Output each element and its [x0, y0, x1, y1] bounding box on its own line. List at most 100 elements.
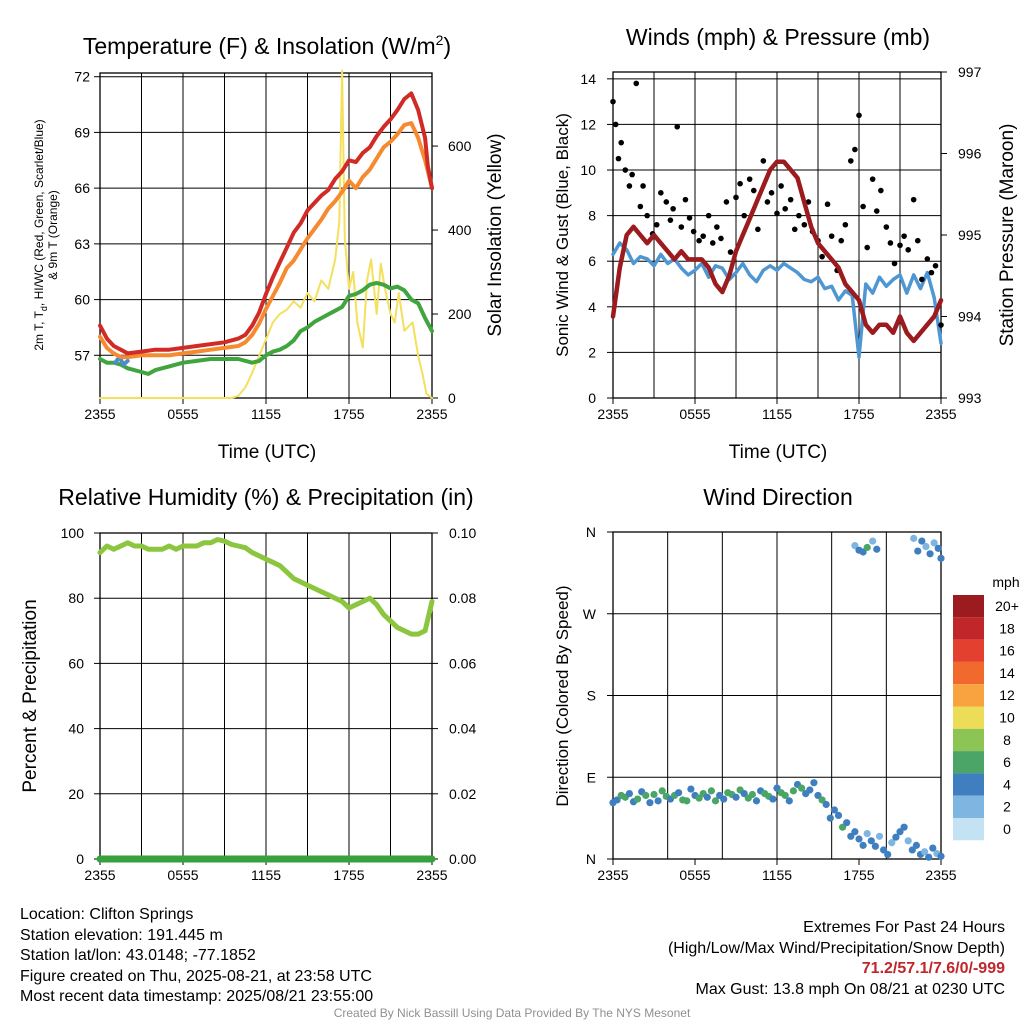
- colorbar-swatch: [953, 684, 984, 707]
- humidity-ytick-label: 0: [76, 851, 84, 867]
- gust-point: [805, 199, 812, 205]
- temperature-y2tick-label: 400: [448, 222, 472, 238]
- gust-point: [690, 228, 697, 235]
- temperature-y2label: Solar Insolation (Yellow): [485, 133, 506, 336]
- direction-xtick-label: 0555: [679, 867, 710, 883]
- gust-point: [626, 183, 633, 189]
- gust-point: [622, 167, 629, 173]
- direction-point: [826, 814, 834, 822]
- humidity-y2tick-label: 0.00: [449, 851, 476, 867]
- temperature-y2tick-label: 200: [448, 306, 472, 322]
- direction-point: [921, 848, 929, 856]
- winds-y2tick-label: 995: [958, 227, 982, 243]
- colorbar-label: 16: [999, 643, 1015, 659]
- winds-ytick-label: 4: [588, 299, 596, 315]
- direction-point: [934, 544, 942, 552]
- temperature-y2tick-label: 600: [448, 138, 472, 154]
- colorbar-label: 8: [1003, 732, 1011, 748]
- colorbar-swatch: [953, 751, 984, 774]
- direction-point: [658, 787, 666, 795]
- series-gust: [610, 80, 944, 328]
- series-hi-wc: [113, 355, 130, 367]
- humidity-xtick-label: 2355: [416, 867, 447, 883]
- direction-point: [646, 799, 654, 807]
- gust-point: [768, 190, 775, 196]
- humidity-ytick-label: 100: [61, 525, 85, 541]
- colorbar-swatch: [953, 728, 984, 752]
- gust-point: [801, 221, 808, 228]
- gust-point: [787, 196, 794, 203]
- gust-point: [663, 199, 670, 205]
- direction-title: Wind Direction: [703, 484, 853, 510]
- humidity-ytick-label: 20: [68, 786, 84, 802]
- winds-ytick-label: 14: [580, 71, 596, 87]
- direction-point: [851, 828, 859, 836]
- gust-point: [733, 194, 739, 201]
- temperature-ytick-label: 72: [74, 69, 90, 85]
- direction-ytick-label: S: [587, 688, 596, 704]
- temperature-title-main: Temperature (F) & Insolation (W/m: [83, 33, 436, 59]
- gust-point: [824, 201, 831, 208]
- gust-point: [883, 224, 890, 230]
- extremes-box: Extremes For Past 24 Hours (High/Low/Max…: [668, 918, 1005, 1000]
- gust-point: [686, 215, 693, 221]
- gust-point: [864, 244, 870, 251]
- gust-point: [860, 203, 866, 210]
- gust-point: [873, 208, 880, 214]
- direction-point: [873, 545, 881, 553]
- direction-point: [675, 789, 683, 797]
- gust-point: [901, 233, 907, 239]
- gust-point: [709, 240, 716, 246]
- winds-ylabel: Sonic Wind & Gust (Blue, Black): [553, 113, 572, 357]
- temperature-ylabel-line2: & 9m T (Orange): [46, 190, 60, 280]
- winds-y2label: Station Pressure (Maroon): [997, 124, 1018, 347]
- humidity-xtick-label: 1755: [333, 867, 364, 883]
- humidity-ytick-label: 60: [68, 655, 84, 671]
- direction-point: [855, 835, 863, 843]
- colorbar-swatch: [953, 773, 984, 796]
- direction-point: [748, 790, 757, 799]
- gust-point: [774, 210, 780, 217]
- direction-point: [914, 547, 922, 555]
- humidity-y2tick-label: 0.04: [449, 721, 476, 737]
- gust-point: [919, 276, 925, 283]
- humidity-ytick-label: 80: [68, 590, 84, 606]
- gust-point: [696, 237, 702, 244]
- winds-y2tick-label: 996: [958, 146, 982, 162]
- direction-point: [806, 786, 814, 794]
- gust-point: [637, 203, 644, 210]
- direction-point: [720, 795, 728, 803]
- winds-title: Winds (mph) & Pressure (mb): [626, 24, 930, 50]
- direction-ytick-label: W: [583, 606, 597, 622]
- gust-point: [796, 212, 802, 219]
- colorbar-swatch: [953, 617, 984, 640]
- colorbar-swatch: [953, 595, 984, 618]
- gust-point: [618, 139, 624, 146]
- direction-point: [683, 797, 691, 805]
- colorbar-label: 0: [1003, 821, 1011, 837]
- winds-ytick-label: 10: [580, 162, 596, 178]
- station-info: Location: Clifton Springs Station elevat…: [20, 905, 373, 1008]
- series-9m-t: [98, 121, 434, 360]
- colorbar-label: 12: [999, 687, 1015, 703]
- temperature-ylabel-a: 2m T, T: [32, 310, 46, 350]
- direction-point: [869, 537, 877, 545]
- series-sonic-wind: [611, 241, 943, 359]
- colorbar-label: 20+: [995, 598, 1019, 614]
- winds-y2tick-label: 993: [958, 390, 982, 406]
- temperature-xtick-label: 2355: [84, 406, 115, 422]
- gust-point: [897, 242, 903, 249]
- direction-point: [867, 837, 875, 845]
- temperature-xtick-label: 1755: [333, 406, 364, 422]
- direction-point: [707, 787, 716, 795]
- direction-xtick-label: 1155: [762, 867, 792, 883]
- direction-point: [687, 785, 695, 793]
- direction-point: [929, 844, 937, 852]
- direction-point: [625, 790, 634, 798]
- direction-point: [863, 543, 871, 552]
- direction-point: [711, 797, 720, 805]
- gust-point: [667, 217, 674, 223]
- gust-point: [924, 256, 931, 262]
- gust-point: [842, 221, 849, 228]
- colorbar-swatch: [953, 795, 984, 818]
